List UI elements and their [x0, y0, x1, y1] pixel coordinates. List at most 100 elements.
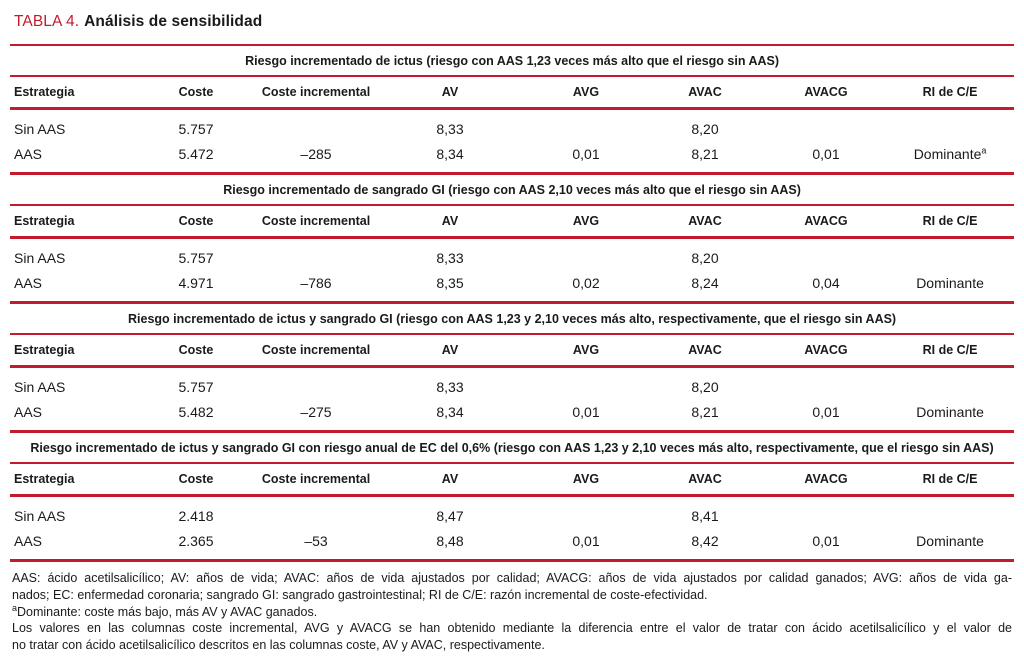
cell-ri: Dominantea	[886, 141, 1015, 175]
column-header-avg: AVG	[528, 76, 644, 110]
cell-ri	[886, 367, 1014, 400]
table-row-aas: AAS 5.472 –285 8,34 0,01 8,21 0,01 Domin…	[10, 141, 1015, 175]
column-header-avacg: AVACG	[766, 334, 886, 368]
section-ictus: Riesgo incrementado de ictus (riesgo con…	[10, 46, 1015, 175]
cell-coste-incremental: –275	[260, 399, 372, 433]
cell-avg: 0,01	[528, 399, 644, 433]
section-header-row: Riesgo incrementado de ictus y sangrado …	[10, 304, 1015, 335]
cell-ri-text: Dominante	[916, 403, 984, 420]
column-header-avac: AVAC	[644, 334, 766, 368]
footnote-abbreviations-line1: AAS: ácido acetilsalicílico; AV: años de…	[12, 571, 1012, 585]
table-label: TABLA 4.	[14, 13, 80, 30]
column-header-coste: Coste	[132, 463, 260, 497]
table-row-aas: AAS 5.482 –275 8,34 0,01 8,21 0,01 Domin…	[10, 399, 1015, 433]
table-row-aas: AAS 2.365 –53 8,48 0,01 8,42 0,01 Domina…	[10, 528, 1015, 562]
cell-av: 8,34	[372, 141, 528, 175]
column-header-avg: AVG	[528, 463, 644, 497]
row-label: Sin AAS	[14, 249, 66, 266]
cell-ri	[886, 109, 1014, 142]
column-header-estrategia: Estrategia	[10, 334, 132, 368]
cell-avacg	[766, 238, 886, 271]
cell-coste-incremental: –285	[260, 141, 372, 175]
cell-avacg: 0,01	[766, 528, 886, 562]
cell-avac: 8,24	[644, 270, 766, 304]
cell-ri-text: Dominante	[913, 145, 982, 162]
section-title: Riesgo incrementado de ictus y sangrado …	[10, 304, 1015, 335]
column-header-row: Estrategia Coste Coste incremental AV AV…	[10, 76, 1015, 110]
footnote-values-line1: Los valores en las columnas coste increm…	[12, 621, 1012, 636]
row-label: AAS	[10, 528, 132, 562]
cell-avac: 8,20	[691, 378, 719, 395]
cell-av: 8,48	[372, 528, 528, 562]
row-label: Sin AAS	[14, 507, 66, 524]
column-header-row: Estrategia Coste Coste incremental AV AV…	[10, 205, 1015, 239]
section-sangrado-gi: Riesgo incrementado de sangrado GI (ries…	[10, 175, 1015, 304]
cell-coste-incremental: –786	[260, 270, 372, 304]
section-title: Riesgo incrementado de ictus y sangrado …	[10, 433, 1015, 464]
section-title: Riesgo incrementado de ictus (riesgo con…	[10, 46, 1015, 77]
footnote-dominante: aDominante: coste más bajo, más AV y AVA…	[12, 603, 1012, 621]
cell-coste: 5.482	[132, 399, 260, 433]
footnote-values-line2: no tratar con ácido acetilsalicílico des…	[12, 638, 545, 653]
cell-av: 8,35	[372, 270, 528, 304]
cell-av: 8,33	[436, 120, 464, 137]
column-header-coste-incremental: Coste incremental	[260, 76, 372, 110]
column-header-avacg: AVACG	[766, 76, 886, 110]
cell-ri-superscript: a	[981, 144, 987, 155]
cell-ri	[886, 238, 1014, 271]
cell-coste: 5.757	[178, 249, 214, 266]
column-header-avg: AVG	[528, 205, 644, 239]
section-header-row: Riesgo incrementado de sangrado GI (ries…	[10, 175, 1015, 206]
cell-av: 8,33	[436, 249, 464, 266]
cell-ri-text: Dominante	[916, 532, 984, 549]
column-header-estrategia: Estrategia	[10, 463, 132, 497]
column-header-row: Estrategia Coste Coste incremental AV AV…	[10, 463, 1015, 497]
cell-avacg: 0,01	[766, 399, 886, 433]
cell-coste-incremental	[260, 367, 372, 400]
column-header-avac: AVAC	[644, 76, 766, 110]
section-ictus-y-sangrado: Riesgo incrementado de ictus y sangrado …	[10, 304, 1015, 433]
cell-avac: 8,20	[691, 249, 719, 266]
cell-avacg	[766, 496, 886, 529]
row-label: AAS	[10, 399, 132, 433]
row-label: Sin AAS	[14, 378, 66, 395]
cell-coste: 5.472	[132, 141, 260, 175]
column-header-row: Estrategia Coste Coste incremental AV AV…	[10, 334, 1015, 368]
row-label: AAS	[10, 141, 132, 175]
cell-coste: 2.418	[178, 507, 214, 524]
column-header-ri: RI de C/E	[886, 76, 1015, 110]
cell-coste: 2.365	[132, 528, 260, 562]
column-header-coste-incremental: Coste incremental	[260, 205, 372, 239]
column-header-ri: RI de C/E	[886, 205, 1015, 239]
footnote-dominante-text: Dominante: coste más bajo, más AV y AVAC…	[17, 604, 318, 619]
column-header-ri: RI de C/E	[886, 334, 1015, 368]
cell-av: 8,34	[372, 399, 528, 433]
table-title: Análisis de sensibilidad	[84, 13, 263, 30]
cell-avac: 8,20	[691, 120, 719, 137]
sensitivity-analysis-table: Riesgo incrementado de ictus (riesgo con…	[10, 44, 1015, 562]
column-header-coste-incremental: Coste incremental	[260, 463, 372, 497]
footnote-abbreviations-line2: nados; EC: enfermedad coronaria; sangrad…	[12, 587, 708, 602]
cell-coste-incremental	[260, 109, 372, 142]
cell-coste-incremental: –53	[260, 528, 372, 562]
column-header-ri: RI de C/E	[886, 463, 1015, 497]
table-row-sin-aas: Sin AAS 5.757 8,33 8,20	[10, 367, 1014, 400]
table-row-sin-aas: Sin AAS 5.757 8,33 8,20	[10, 109, 1014, 142]
cell-avg: 0,01	[528, 528, 644, 562]
column-header-estrategia: Estrategia	[10, 205, 132, 239]
cell-avacg: 0,01	[766, 141, 886, 175]
cell-avg	[528, 238, 644, 271]
cell-avac: 8,42	[644, 528, 766, 562]
column-header-av: AV	[372, 76, 528, 110]
table-row-aas: AAS 4.971 –786 8,35 0,02 8,24 0,04 Domin…	[10, 270, 1015, 304]
cell-ri: Dominante	[886, 399, 1015, 433]
column-header-av: AV	[372, 205, 528, 239]
column-header-av: AV	[372, 463, 528, 497]
cell-avacg	[766, 367, 886, 400]
column-header-coste: Coste	[132, 76, 260, 110]
cell-coste: 5.757	[178, 378, 214, 395]
cell-av: 8,33	[436, 378, 464, 395]
section-title: Riesgo incrementado de sangrado GI (ries…	[10, 175, 1015, 206]
cell-avg: 0,01	[528, 141, 644, 175]
